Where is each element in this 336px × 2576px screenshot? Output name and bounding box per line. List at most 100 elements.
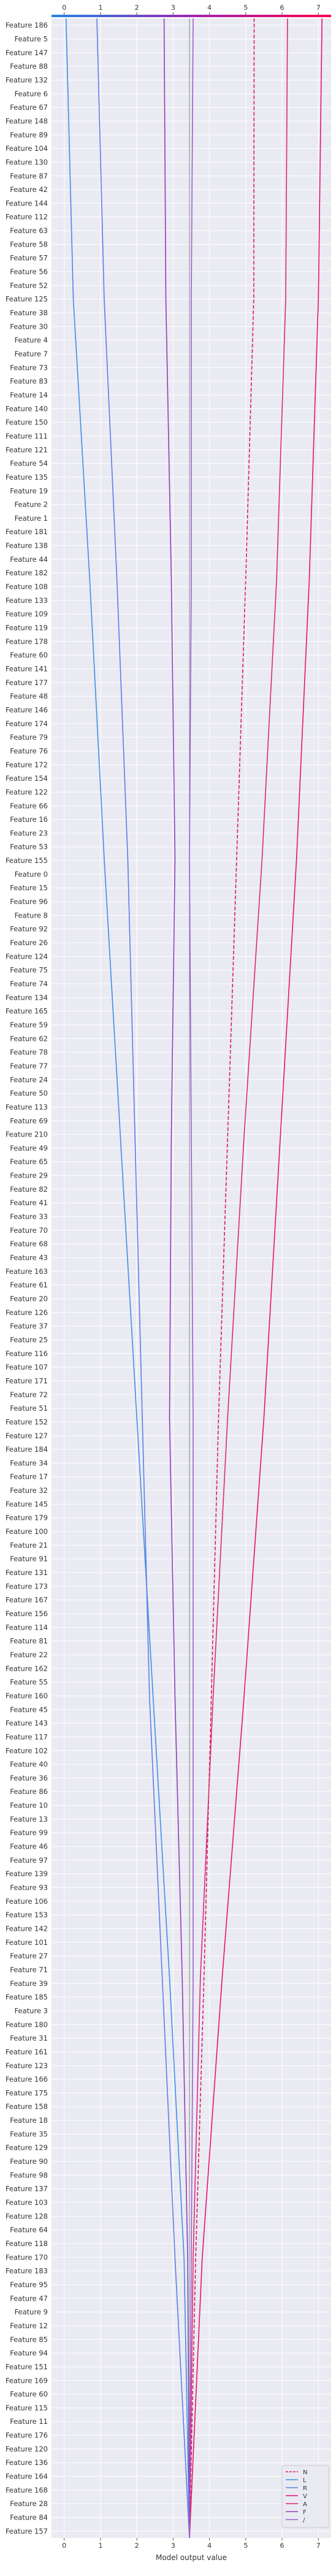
- feature-label: Feature 177: [6, 678, 48, 687]
- feature-label: Feature 28: [10, 2499, 48, 2508]
- feature-label: Feature 47: [10, 2294, 48, 2302]
- feature-label: Feature 128: [6, 2212, 48, 2220]
- feature-label: Feature 30: [10, 322, 48, 331]
- series-line-V: [189, 18, 323, 2539]
- feature-label: Feature 108: [6, 583, 48, 591]
- feature-label: Feature 94: [10, 2349, 48, 2358]
- feature-label: Feature 43: [10, 1254, 48, 1262]
- feature-label: Feature 62: [10, 1034, 48, 1043]
- feature-label: Feature 186: [6, 21, 48, 29]
- feature-label: Feature 40: [10, 1760, 48, 1769]
- top-color-scale: [52, 15, 331, 17]
- feature-label: Feature 12: [10, 2321, 48, 2330]
- feature-label: Feature 93: [10, 1884, 48, 1892]
- feature-label: Feature 17: [10, 1473, 48, 1481]
- feature-label: Feature 114: [6, 1623, 48, 1631]
- feature-label: Feature 210: [6, 1130, 48, 1139]
- feature-label: Feature 168: [6, 2486, 48, 2494]
- feature-label: Feature 66: [10, 802, 48, 810]
- feature-label: Feature 96: [10, 897, 48, 906]
- feature-label: Feature 90: [10, 2157, 48, 2166]
- feature-label: Feature 56: [10, 267, 48, 276]
- bottom-tick-label: 4: [207, 2542, 212, 2550]
- legend-label: F: [303, 2509, 307, 2516]
- legend-label: /: [303, 2517, 305, 2524]
- feature-label: Feature 18: [10, 2116, 48, 2125]
- feature-label: Feature 134: [6, 993, 48, 1002]
- feature-label: Feature 120: [6, 2445, 48, 2453]
- feature-label: Feature 151: [6, 2363, 48, 2371]
- top-tick-label: 4: [207, 4, 212, 12]
- feature-label: Feature 60: [10, 2390, 48, 2399]
- feature-label: Feature 75: [10, 966, 48, 975]
- feature-label: Feature 142: [6, 1924, 48, 1933]
- feature-label: Feature 158: [6, 2103, 48, 2111]
- feature-label: Feature 38: [10, 309, 48, 317]
- feature-label: Feature 19: [10, 486, 48, 495]
- feature-label: Feature 126: [6, 1308, 48, 1317]
- feature-label: Feature 163: [6, 1267, 48, 1276]
- feature-label: Feature 21: [10, 1541, 48, 1549]
- feature-label: Feature 173: [6, 1582, 48, 1590]
- feature-label: Feature 136: [6, 2458, 48, 2467]
- feature-label: Feature 39: [10, 1979, 48, 1988]
- feature-label: Feature 123: [6, 2061, 48, 2070]
- feature-label: Feature 121: [6, 445, 48, 454]
- feature-label: Feature 162: [6, 1664, 48, 1673]
- feature-label: Feature 131: [6, 1568, 48, 1577]
- feature-label: Feature 146: [6, 705, 48, 714]
- top-tick-label: 3: [171, 4, 175, 12]
- feature-label: Feature 175: [6, 2088, 48, 2097]
- feature-label: Feature 184: [6, 1445, 48, 1454]
- feature-label: Feature 182: [6, 569, 48, 577]
- top-axis-ticks: 0 1 2 3 4 5 6 7: [62, 4, 321, 15]
- feature-label: Feature 33: [10, 1213, 48, 1221]
- top-tick-label: 7: [316, 4, 321, 12]
- feature-label: Feature 63: [10, 226, 48, 235]
- feature-label: Feature 35: [10, 2129, 48, 2138]
- feature-label: Feature 1: [15, 514, 48, 523]
- feature-label: Feature 107: [6, 1363, 48, 1371]
- feature-label: Feature 164: [6, 2472, 48, 2481]
- feature-label: Feature 2: [15, 500, 48, 509]
- feature-label: Feature 84: [10, 2513, 48, 2522]
- feature-label: Feature 161: [6, 2047, 48, 2056]
- feature-label: Feature 3: [15, 2006, 48, 2015]
- feature-label: Feature 64: [10, 2226, 48, 2234]
- feature-label: Feature 111: [6, 432, 48, 440]
- feature-label: Feature 137: [6, 2185, 48, 2193]
- feature-label: Feature 125: [6, 295, 48, 304]
- feature-label: Feature 27: [10, 1952, 48, 1960]
- feature-label: Feature 9: [15, 2308, 48, 2317]
- feature-label: Feature 46: [10, 1842, 48, 1851]
- feature-label: Feature 14: [10, 391, 48, 399]
- feature-label: Feature 101: [6, 1938, 48, 1947]
- feature-label: Feature 98: [10, 2171, 48, 2179]
- feature-label: Feature 174: [6, 719, 48, 728]
- feature-label: Feature 135: [6, 473, 48, 481]
- feature-label: Feature 49: [10, 1144, 48, 1152]
- bottom-tick-label: 2: [135, 2542, 139, 2550]
- feature-label: Feature 37: [10, 1322, 48, 1330]
- feature-label: Feature 140: [6, 404, 48, 413]
- feature-label: Feature 124: [6, 952, 48, 960]
- feature-label: Feature 176: [6, 2431, 48, 2440]
- feature-label: Feature 70: [10, 1226, 48, 1235]
- feature-label: Feature 79: [10, 733, 48, 742]
- feature-label: Feature 172: [6, 761, 48, 769]
- feature-label: Feature 31: [10, 2034, 48, 2042]
- feature-label: Feature 77: [10, 1062, 48, 1070]
- feature-label: Feature 6: [15, 90, 48, 98]
- feature-label: Feature 122: [6, 788, 48, 796]
- feature-label: Feature 166: [6, 2075, 48, 2083]
- feature-label: Feature 60: [10, 651, 48, 659]
- feature-label: Feature 24: [10, 1075, 48, 1084]
- feature-label: Feature 150: [6, 418, 48, 427]
- feature-label: Feature 23: [10, 829, 48, 837]
- feature-label: Feature 87: [10, 172, 48, 180]
- feature-label: Feature 156: [6, 1609, 48, 1618]
- feature-label: Feature 52: [10, 281, 48, 289]
- feature-label: Feature 74: [10, 979, 48, 988]
- feature-label: Feature 36: [10, 1774, 48, 1782]
- series-line-F: [163, 18, 190, 2539]
